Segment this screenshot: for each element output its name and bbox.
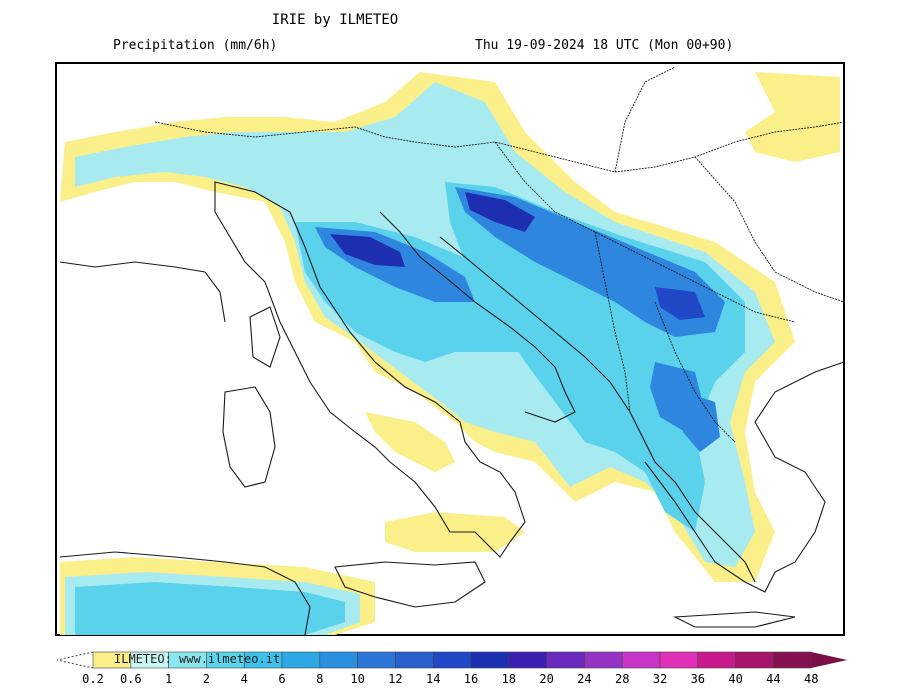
legend-tick-label: 44 — [766, 672, 780, 686]
legend-swatch — [470, 651, 510, 669]
country-border — [694, 156, 845, 303]
legend-tick-label: 10 — [350, 672, 364, 686]
legend-swatch — [281, 651, 321, 669]
legend-tick-label: 12 — [388, 672, 402, 686]
legend-swatch — [319, 651, 358, 669]
map-title: IRIE by ILMETEO — [271, 12, 399, 28]
precipitation-map — [55, 62, 845, 636]
legend-min-arrow — [56, 651, 94, 669]
legend-swatch — [621, 651, 661, 669]
legend-swatch — [546, 651, 585, 669]
country-border — [494, 141, 796, 323]
legend-tick-label: 8 — [316, 672, 323, 686]
legend-tick-label: 0.2 — [82, 672, 104, 686]
intense-rain-core — [465, 192, 535, 232]
legend-swatch — [395, 651, 434, 669]
crete-coastline — [672, 611, 796, 628]
legend-tick-label: 20 — [539, 672, 553, 686]
legend-swatch — [659, 651, 699, 669]
forecast-time-label: Thu 19-09-2024 18 UTC (Mon 00+90) — [475, 38, 734, 53]
legend-swatch — [357, 651, 396, 669]
sicily-coastline — [334, 561, 486, 608]
legend-tick-label: 1 — [165, 672, 172, 686]
color-legend: 0.2 0.6 1 2 4 6 8 10 12 14 16 18 20 24 28 32 36 40 44 48 — [56, 651, 848, 686]
france-coastline — [59, 261, 226, 323]
country-border — [594, 231, 631, 413]
legend-tick-label: 2 — [203, 672, 210, 686]
legend-tick-label: 32 — [653, 672, 667, 686]
precipitation-field — [60, 72, 840, 635]
africa-coastline — [59, 551, 311, 636]
italy-coastline — [214, 181, 526, 558]
legend-tick-label: 36 — [691, 672, 705, 686]
italy-adriatic-coast — [379, 211, 576, 423]
watermark-text: ILMETEO: www.ilmeteo.it — [114, 652, 281, 666]
legend-tick-label: 28 — [615, 672, 629, 686]
legend-swatch — [735, 651, 774, 669]
legend-tick-label: 16 — [464, 672, 478, 686]
legend-tick-label: 18 — [502, 672, 516, 686]
legend-tick-label: 48 — [804, 672, 818, 686]
light-rain-area — [745, 72, 840, 162]
legend-tick-label: 40 — [728, 672, 742, 686]
country-border — [614, 66, 676, 173]
legend-tick-label: 4 — [241, 672, 248, 686]
legend-tick-label: 0.6 — [120, 672, 142, 686]
legend-swatch — [508, 651, 547, 669]
legend-swatch — [584, 651, 623, 669]
greece-coastline — [644, 361, 845, 593]
borders — [154, 66, 845, 443]
variable-label: Precipitation (mm/6h) — [113, 38, 278, 53]
sardinia-coastline — [222, 386, 276, 488]
legend-swatch — [432, 651, 472, 669]
light-rain-area — [365, 412, 455, 472]
legend-tick-label: 24 — [577, 672, 591, 686]
legend-tick-label: 14 — [426, 672, 440, 686]
rain-area — [75, 582, 345, 635]
heavy-rain-area — [683, 392, 720, 452]
country-border — [654, 301, 736, 443]
legend-max-arrow — [811, 652, 848, 668]
intense-rain-core — [330, 234, 405, 267]
legend-tick-label: 6 — [278, 672, 285, 686]
legend-swatch — [773, 651, 812, 669]
intense-rain-core — [655, 287, 705, 320]
corsica-coastline — [249, 306, 281, 368]
legend-swatch — [697, 651, 736, 669]
